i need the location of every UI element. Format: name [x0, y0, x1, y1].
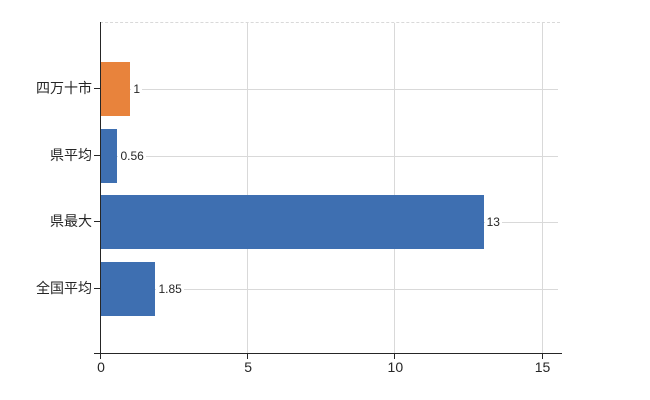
x-axis-tick: [247, 353, 249, 359]
y-axis-tick: [94, 88, 100, 89]
bar-0: [101, 62, 131, 116]
vertical-gridline: [247, 23, 249, 354]
bar-value-label: 0.56: [118, 149, 146, 163]
bar-value-label: 13: [484, 215, 502, 229]
horizontal-gridline: [100, 156, 558, 157]
x-axis-tick: [100, 353, 101, 359]
y-axis-tick: [94, 221, 100, 222]
vertical-gridline: [394, 23, 396, 354]
x-axis-tick-label: 10: [387, 359, 404, 375]
category-label: 県平均: [50, 147, 92, 163]
y-axis-tick: [94, 288, 100, 289]
category-label: 四万十市: [36, 80, 92, 96]
x-axis-tick-label: 15: [534, 359, 551, 375]
bar-2: [101, 195, 484, 249]
bar-1: [101, 129, 118, 183]
horizontal-gridline: [100, 289, 558, 290]
x-axis-tick-label: 0: [97, 359, 105, 375]
y-axis-tick: [94, 155, 100, 156]
category-label: 県最大: [50, 213, 92, 229]
vertical-gridline: [541, 23, 543, 354]
bar-3: [101, 262, 156, 316]
horizontal-gridline: [100, 89, 558, 90]
x-axis-tick: [394, 353, 396, 359]
x-axis-tick: [541, 353, 543, 359]
y-axis-line: [100, 22, 101, 353]
bar-value-label: 1.85: [156, 282, 184, 296]
x-axis-tick-label: 5: [244, 359, 253, 375]
bar-value-label: 1: [131, 82, 143, 96]
category-label: 全国平均: [36, 280, 92, 296]
x-axis-line: [94, 353, 562, 354]
plot-area: 1 0.56 13 1.85: [100, 22, 560, 354]
